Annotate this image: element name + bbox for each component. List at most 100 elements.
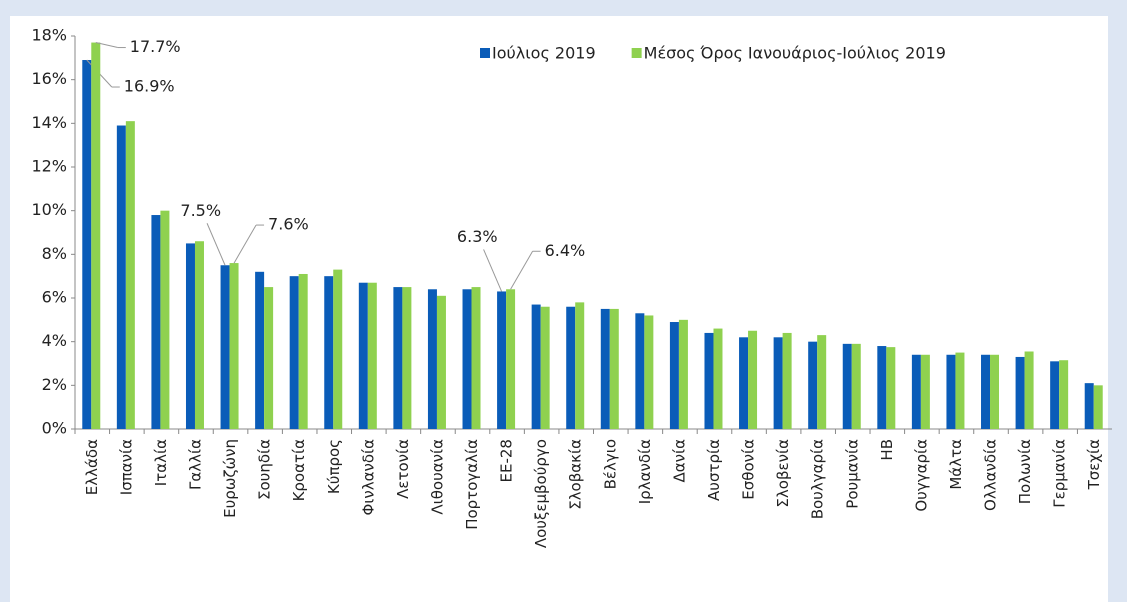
y-tick-label: 18% bbox=[31, 26, 67, 45]
x-tick-label: Δανία bbox=[670, 439, 688, 483]
x-tick-label: Κροατία bbox=[290, 439, 308, 502]
legend-label: Ιούλιος 2019 bbox=[492, 44, 596, 63]
y-tick-label: 16% bbox=[31, 69, 67, 88]
bar bbox=[644, 315, 654, 429]
bar bbox=[1050, 361, 1060, 429]
leader-line bbox=[233, 224, 257, 264]
bar bbox=[1084, 383, 1094, 429]
bar bbox=[851, 343, 861, 429]
bar bbox=[471, 287, 481, 429]
bar bbox=[160, 210, 170, 429]
bar bbox=[739, 337, 749, 429]
bar bbox=[367, 282, 377, 429]
bar bbox=[1059, 360, 1069, 429]
bar bbox=[920, 354, 930, 429]
data-label: 17.7% bbox=[130, 37, 181, 56]
x-tick-label: Λετονία bbox=[394, 439, 412, 499]
bar bbox=[289, 276, 299, 429]
x-tick-label: Ελλάδα bbox=[83, 439, 101, 495]
bar bbox=[886, 347, 896, 429]
bar bbox=[402, 287, 412, 429]
bar bbox=[704, 332, 714, 429]
x-tick-label: Βουλγαρία bbox=[809, 439, 827, 519]
x-tick-label: Ουγγαρία bbox=[912, 439, 930, 512]
data-label: 6.3% bbox=[457, 227, 498, 246]
x-tick-label: Ισπανία bbox=[117, 439, 135, 495]
bar bbox=[955, 352, 965, 429]
x-tick-label: Ολλανδία bbox=[982, 439, 1000, 511]
bar bbox=[981, 354, 991, 429]
y-tick-label: 8% bbox=[42, 244, 67, 263]
bar bbox=[782, 332, 792, 429]
bar bbox=[990, 354, 1000, 429]
y-tick-label: 4% bbox=[42, 331, 67, 350]
bar bbox=[220, 265, 230, 429]
bar bbox=[635, 313, 645, 429]
leader-line bbox=[483, 249, 503, 292]
bar bbox=[91, 42, 101, 430]
x-tick-label: Αυστρία bbox=[705, 439, 723, 501]
bar bbox=[358, 282, 368, 429]
bar bbox=[877, 346, 887, 429]
y-tick-label: 6% bbox=[42, 288, 67, 307]
bar bbox=[1015, 356, 1025, 429]
y-tick-label: 10% bbox=[31, 200, 67, 219]
data-label: 7.5% bbox=[180, 201, 221, 220]
bar bbox=[678, 319, 688, 429]
x-tick-label: ΗΒ bbox=[878, 439, 896, 461]
x-tick-label: Κύπρος bbox=[325, 439, 343, 494]
y-tick-label: 0% bbox=[42, 419, 67, 438]
bar bbox=[946, 354, 956, 429]
bar bbox=[773, 337, 783, 429]
y-tick-label: 12% bbox=[31, 157, 67, 176]
data-label: 6.4% bbox=[545, 241, 586, 260]
x-tick-label: Ιρλανδία bbox=[636, 439, 654, 504]
x-tick-label: Λιθουανία bbox=[428, 439, 446, 515]
bar bbox=[462, 289, 472, 429]
leader-line bbox=[510, 251, 534, 290]
x-tick-label: Γερμανία bbox=[1051, 439, 1069, 508]
bar bbox=[255, 271, 265, 429]
bar bbox=[713, 328, 723, 429]
bar bbox=[669, 322, 679, 429]
bar bbox=[506, 289, 516, 429]
x-tick-label: Ευρωζώνη bbox=[221, 439, 239, 518]
bar bbox=[427, 289, 437, 429]
bar bbox=[324, 276, 334, 429]
bar bbox=[116, 125, 126, 430]
bar bbox=[393, 287, 403, 429]
bar bbox=[540, 306, 550, 429]
x-tick-label: Μάλτα bbox=[947, 439, 965, 490]
x-tick-label: ΕΕ-28 bbox=[498, 439, 516, 482]
bar bbox=[911, 354, 921, 429]
x-tick-label: Βέλγιο bbox=[601, 439, 619, 489]
chart-area bbox=[10, 16, 1108, 602]
x-tick-label: Τσεχία bbox=[1085, 439, 1103, 491]
bar bbox=[748, 330, 758, 429]
bar bbox=[125, 121, 135, 430]
bar bbox=[609, 308, 619, 429]
data-label: 7.6% bbox=[268, 215, 309, 234]
x-tick-label: Εσθονία bbox=[740, 439, 758, 500]
bar bbox=[185, 243, 195, 429]
x-tick-label: Ρουμανία bbox=[843, 439, 861, 509]
leader-line bbox=[95, 42, 118, 49]
x-tick-label: Ιταλία bbox=[152, 439, 170, 486]
x-tick-label: Σουηδία bbox=[256, 439, 274, 500]
legend-swatch bbox=[631, 48, 642, 58]
bar bbox=[1093, 385, 1103, 429]
x-tick-label: Σλοβακία bbox=[567, 439, 585, 510]
leader-line bbox=[206, 223, 226, 266]
bar bbox=[566, 306, 576, 429]
bar bbox=[817, 335, 827, 429]
y-tick-label: 14% bbox=[31, 113, 67, 132]
bar bbox=[531, 304, 541, 429]
bar bbox=[298, 273, 308, 429]
legend-swatch bbox=[480, 48, 490, 58]
bar bbox=[436, 295, 446, 429]
bar bbox=[82, 60, 92, 430]
bar bbox=[842, 343, 852, 429]
bar bbox=[600, 308, 610, 429]
x-tick-label: Φινλανδία bbox=[359, 439, 377, 516]
